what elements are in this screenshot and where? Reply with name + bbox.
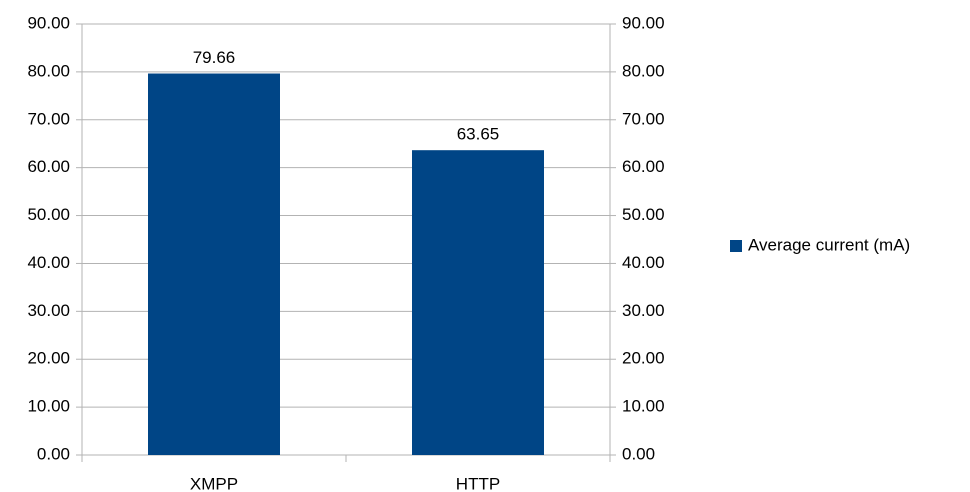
y2-tick-label: 30.00 [622, 301, 665, 320]
y2-tick-label: 40.00 [622, 253, 665, 272]
y-tick-label: 50.00 [27, 205, 70, 224]
y2-tick-label: 80.00 [622, 61, 665, 80]
y2-tick-label: 70.00 [622, 109, 665, 128]
y2-tick-label: 20.00 [622, 349, 665, 368]
y-tick-label: 0.00 [37, 444, 70, 463]
y-tick-label: 30.00 [27, 301, 70, 320]
y-tick-label: 80.00 [27, 61, 70, 80]
x-tick-label: XMPP [190, 474, 238, 492]
y-tick-label: 10.00 [27, 397, 70, 416]
y2-tick-label: 0.00 [622, 444, 655, 463]
data-label: 63.65 [457, 125, 500, 144]
y-tick-label: 70.00 [27, 109, 70, 128]
data-label: 79.66 [193, 48, 236, 67]
legend-label: Average current (mA) [748, 235, 910, 254]
y2-tick-label: 60.00 [622, 157, 665, 176]
y-tick-label: 40.00 [27, 253, 70, 272]
y-tick-label: 60.00 [27, 157, 70, 176]
y2-tick-label: 10.00 [622, 397, 665, 416]
legend-swatch [730, 240, 742, 252]
y-tick-label: 90.00 [27, 13, 70, 32]
bar [412, 150, 544, 455]
y-tick-label: 20.00 [27, 349, 70, 368]
bar [148, 73, 280, 455]
y2-tick-label: 50.00 [622, 205, 665, 224]
y2-tick-label: 90.00 [622, 13, 665, 32]
x-tick-label: HTTP [456, 474, 500, 492]
